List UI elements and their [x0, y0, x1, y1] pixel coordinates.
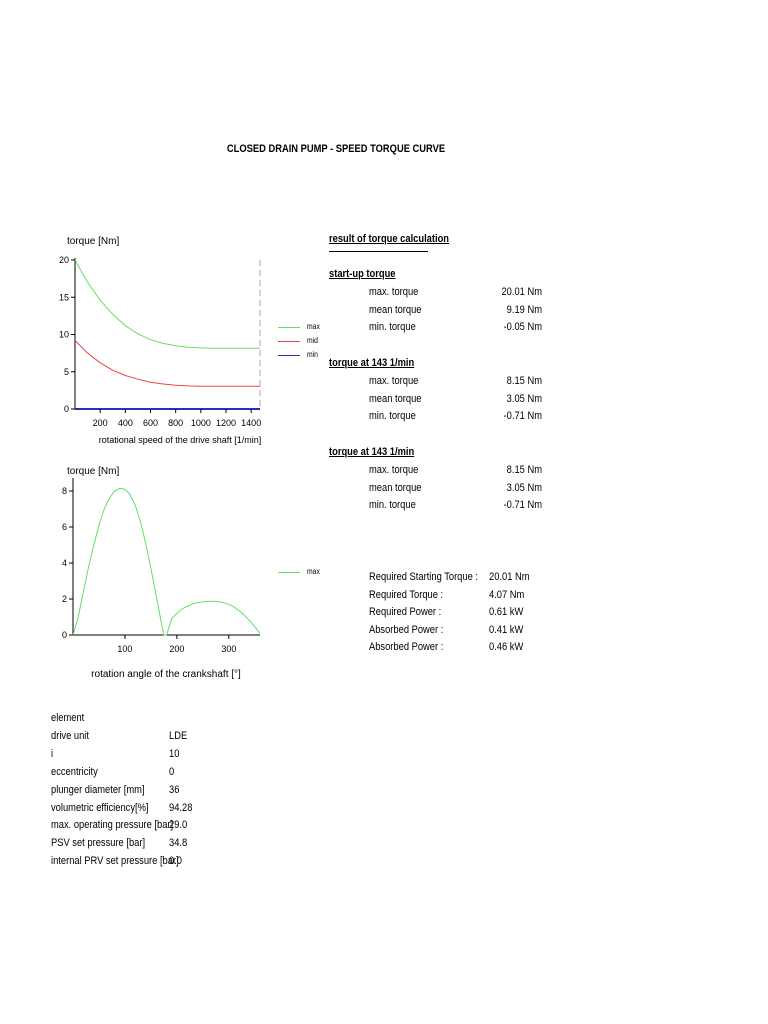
startup-torque-label: mean torque — [369, 303, 422, 316]
legend-max-label: max — [307, 322, 320, 331]
chart1-x-axis-label: rotational speed of the drive shaft [1/m… — [99, 435, 262, 445]
chart2-y-tick-label: 8 — [62, 486, 67, 496]
parameter-label: drive unit — [51, 729, 89, 742]
chart1-y-tick-label: 5 — [64, 367, 69, 377]
chart2-y-tick-label: 2 — [62, 594, 67, 604]
requirement-value: 0.41 kW — [489, 623, 524, 636]
speed2-torque-value: 3.05 Nm — [506, 481, 542, 494]
parameter-value: 29.0 — [169, 819, 188, 832]
parameter-value: 0 — [169, 765, 175, 778]
speed1-heading: torque at 143 1/min — [329, 357, 415, 369]
parameter-label: PSV set pressure [bar] — [51, 837, 146, 850]
parameter-label: max. operating pressure [bar] — [51, 819, 174, 832]
parameter-value: 0.0 — [169, 855, 183, 868]
chart1-x-tick-label: 400 — [118, 418, 133, 428]
startup-heading: start-up torque — [329, 268, 396, 280]
parameter-value: LDE — [169, 729, 188, 742]
chart1-series-mid — [74, 340, 260, 387]
parameter-value: 94.28 — [169, 801, 193, 814]
speed-torque-chart: torque [Nm] 0 5 10 15 20 200 400 600 800 1000 1200… — [59, 236, 262, 445]
chart2-x-tick-label: 100 — [117, 644, 132, 654]
parameter-label: eccentricity — [51, 765, 98, 778]
requirement-value: 4.07 Nm — [489, 588, 525, 601]
legend-min-label: min — [307, 350, 318, 359]
chart2-y-tick-label: 4 — [62, 558, 67, 568]
startup-torque-label: max. torque — [369, 286, 419, 298]
parameter-value: 34.8 — [169, 837, 188, 850]
legend-max-swatch — [278, 327, 300, 328]
legend-max-label: max — [307, 567, 320, 576]
speed2-torque-value: -0.71 Nm — [503, 499, 542, 512]
chart1-x-tick-label: 600 — [143, 418, 158, 428]
requirement-value: 0.46 kW — [489, 641, 524, 654]
results-heading-rule — [329, 251, 428, 252]
chart1-x-tick-label: 1400 — [241, 418, 261, 428]
parameter-label: i — [51, 747, 54, 760]
startup-torque-label: min. torque — [369, 321, 416, 334]
parameter-label: volumetric efficiency[%] — [51, 801, 149, 814]
results-heading: result of torque calculation — [329, 233, 450, 245]
chart1-y-tick-label: 20 — [59, 255, 69, 265]
startup-torque-value: -0.05 Nm — [503, 321, 542, 334]
rotation-angle-chart: torque [Nm] 0 2 4 6 8 100 200 300 rotation angl… — [62, 466, 261, 680]
startup-torque-value: 20.01 Nm — [501, 286, 542, 298]
chart1-x-tick-label: 200 — [93, 418, 108, 428]
legend-min-swatch — [278, 355, 300, 356]
speed2-torque-label: max. torque — [369, 464, 419, 476]
requirement-label: Required Starting Torque : — [369, 571, 478, 583]
chart1-y-tick-label: 0 — [64, 404, 69, 414]
speed1-torque-label: max. torque — [369, 375, 419, 387]
chart1-y-axis-label: torque [Nm] — [67, 236, 119, 247]
parameter-value: 10 — [169, 747, 180, 760]
speed1-torque-label: mean torque — [369, 392, 422, 405]
speed1-torque-value: 3.05 Nm — [506, 392, 542, 405]
chart1-series-max — [74, 259, 260, 349]
requirement-label: Absorbed Power : — [369, 623, 444, 636]
chart2-x-tick-label: 300 — [221, 644, 236, 654]
speed2-torque-label: min. torque — [369, 499, 416, 512]
chart2-y-tick-label: 6 — [62, 522, 67, 532]
legend-mid-label: mid — [307, 336, 318, 345]
startup-torque-value: 9.19 Nm — [506, 303, 542, 316]
chart2-y-axis-label: torque [Nm] — [67, 466, 119, 477]
parameter-label: element — [51, 712, 85, 724]
requirement-label: Required Power : — [369, 606, 442, 619]
requirement-label: Absorbed Power : — [369, 641, 444, 654]
speed2-torque-label: mean torque — [369, 481, 422, 494]
chart1-x-tick-label: 1000 — [191, 418, 211, 428]
speed2-heading: torque at 143 1/min — [329, 446, 415, 458]
chart1-x-tick-label: 800 — [168, 418, 183, 428]
chart2-x-tick-label: 200 — [169, 644, 184, 654]
speed1-torque-label: min. torque — [369, 410, 416, 423]
page-title: CLOSED DRAIN PUMP - SPEED TORQUE CURVE — [226, 143, 446, 155]
chart1-y-tick-label: 15 — [59, 292, 69, 302]
chart2-x-axis-label: rotation angle of the crankshaft [°] — [91, 669, 241, 680]
parameter-label: plunger diameter [mm] — [51, 783, 145, 796]
speed1-torque-value: -0.71 Nm — [503, 410, 542, 423]
chart1-x-tick-label: 1200 — [216, 418, 236, 428]
requirement-label: Required Torque : — [369, 588, 444, 601]
chart2-series-max — [72, 487, 261, 636]
requirement-value: 0.61 kW — [489, 606, 524, 619]
speed1-torque-value: 8.15 Nm — [506, 375, 542, 387]
chart1-y-tick-label: 10 — [59, 330, 69, 340]
parameter-value: 36 — [169, 783, 180, 796]
requirement-value: 20.01 Nm — [489, 571, 530, 583]
legend-mid-swatch — [278, 341, 300, 342]
speed2-torque-value: 8.15 Nm — [506, 464, 542, 476]
legend-max-swatch — [278, 572, 300, 573]
chart2-y-tick-label: 0 — [62, 630, 67, 640]
parameter-label: internal PRV set pressure [bar] — [51, 855, 179, 868]
